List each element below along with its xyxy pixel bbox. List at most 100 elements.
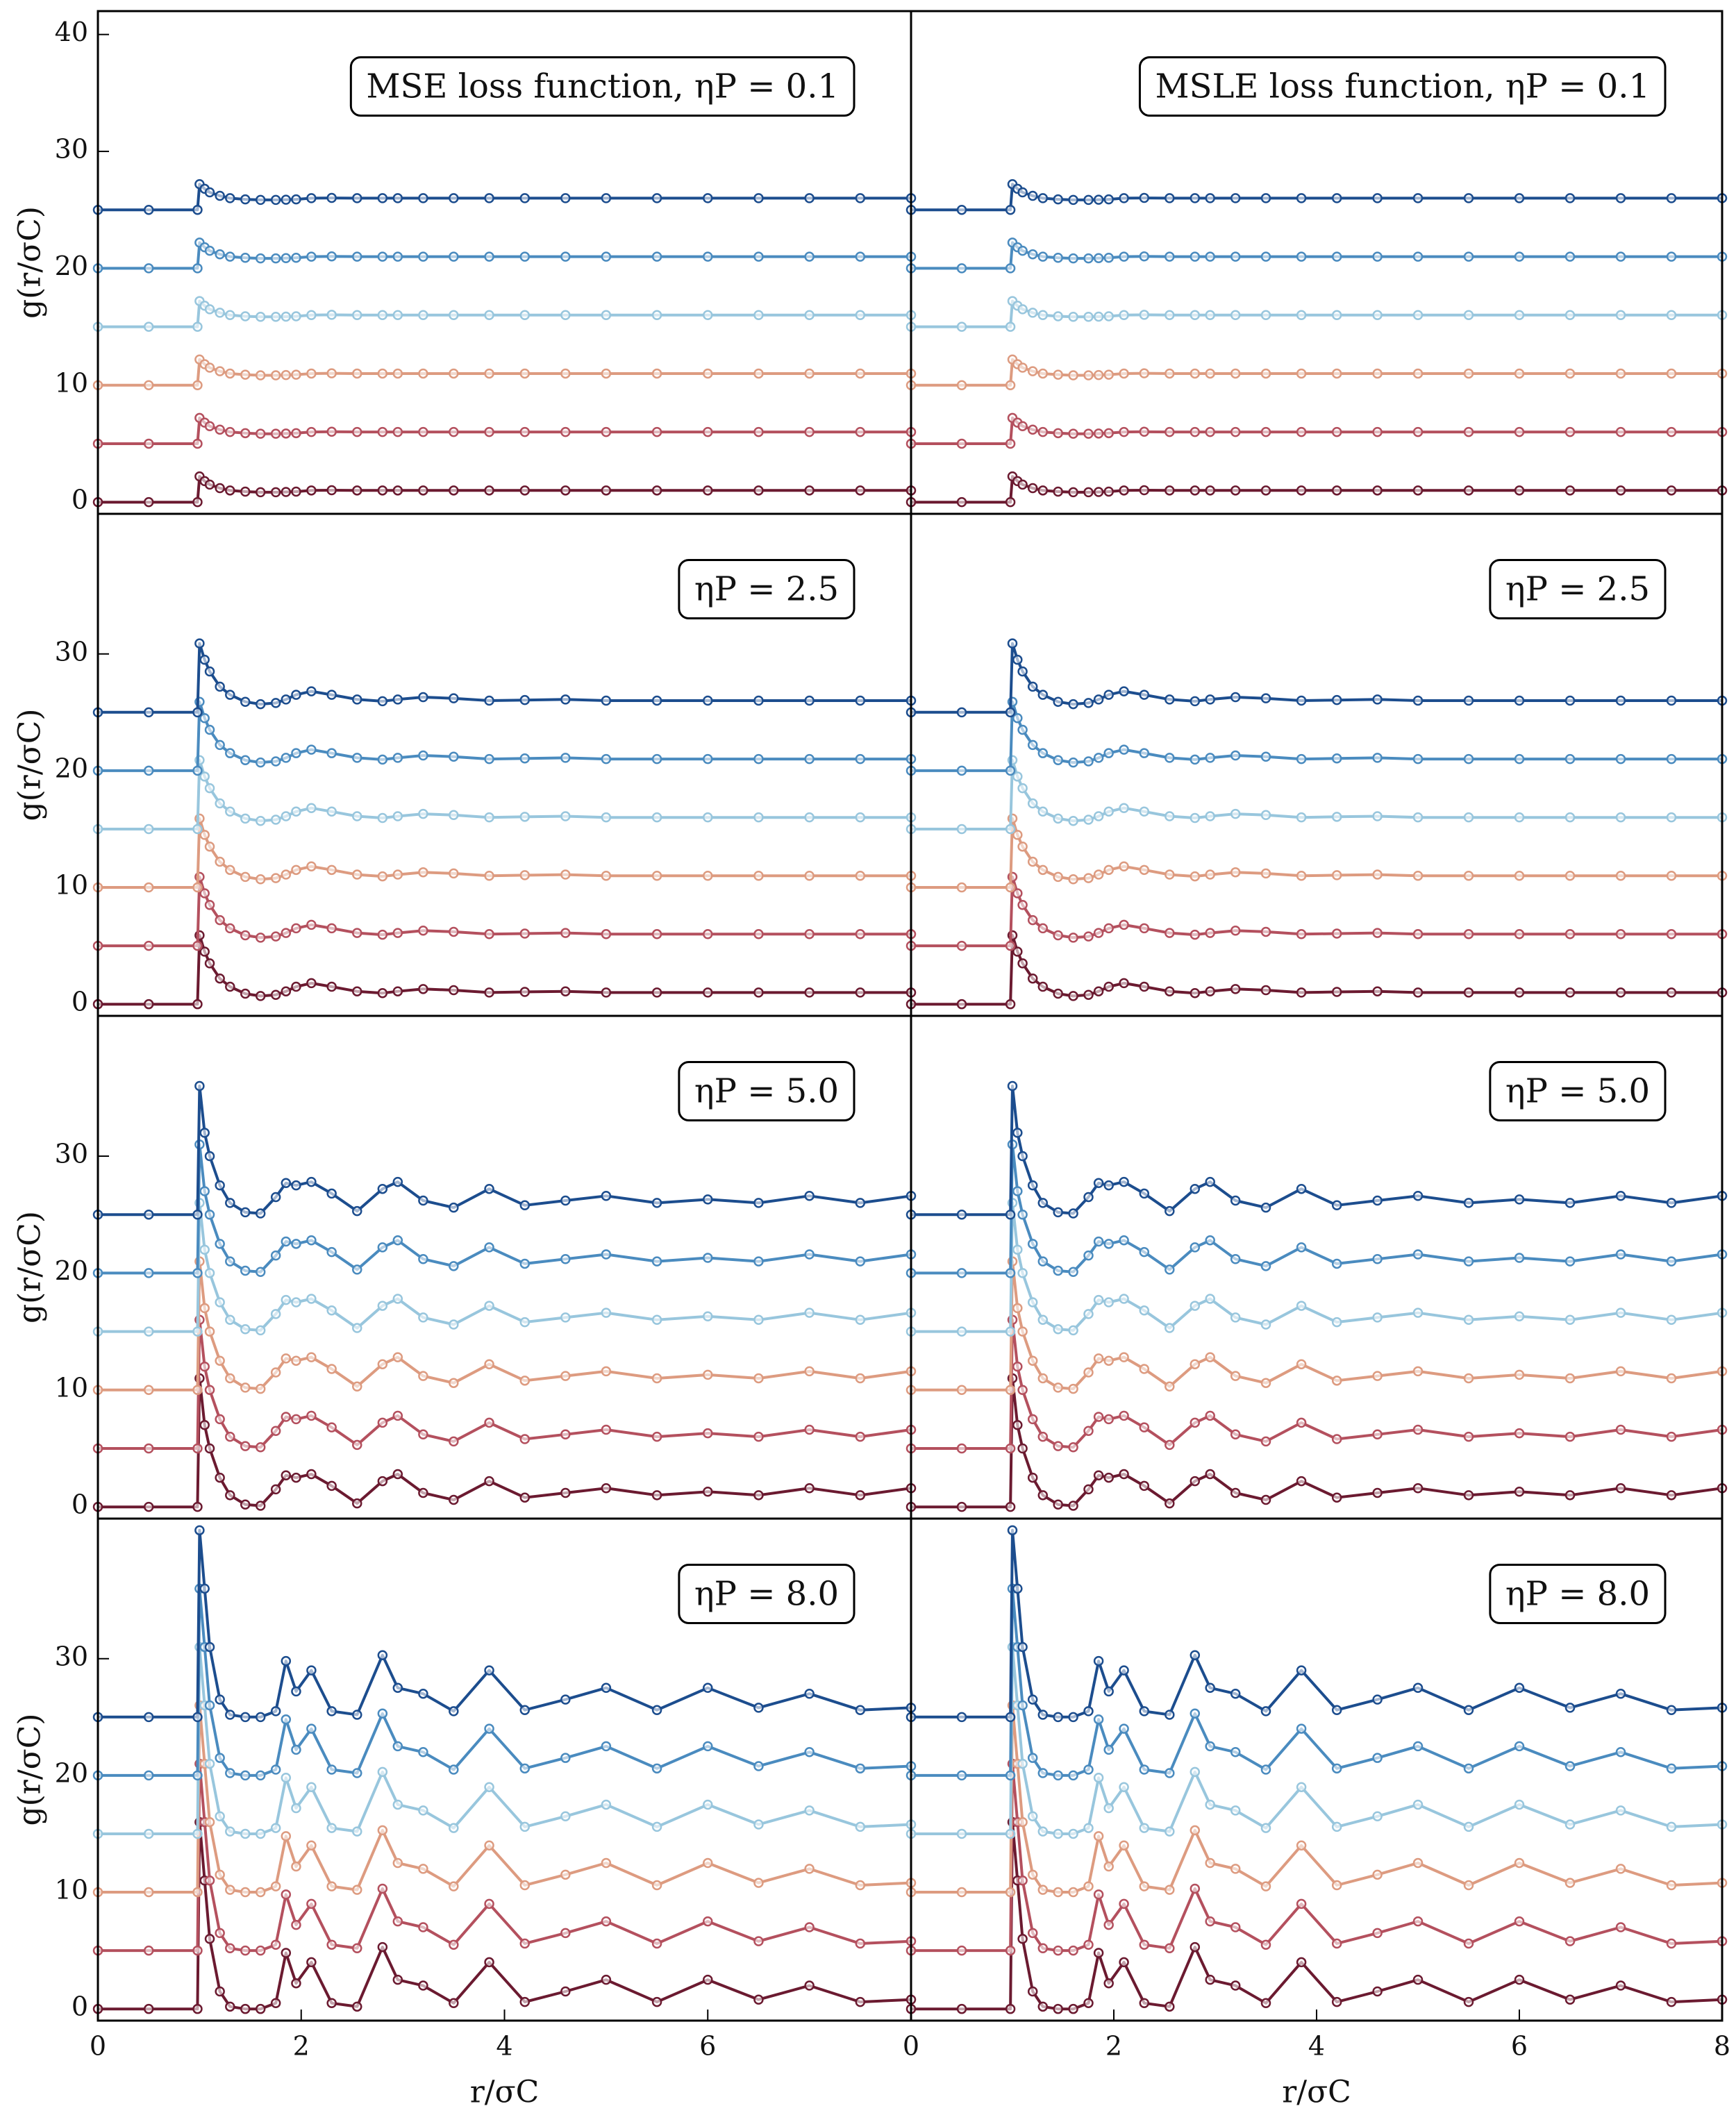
data-point (519, 1492, 531, 1503)
data-point (855, 368, 866, 379)
data-point (1205, 1799, 1215, 1810)
data-point (1053, 1887, 1063, 1898)
data-point (225, 690, 235, 700)
series-line (98, 1528, 912, 1719)
data-point (519, 368, 531, 379)
data-point (601, 310, 612, 321)
data-point (1412, 929, 1424, 939)
data-point (192, 1887, 203, 1898)
data-point (377, 485, 388, 496)
series-line (98, 1646, 912, 1835)
y-tick-label: 30 (55, 1641, 88, 1671)
panel-frame (910, 1517, 1724, 2022)
data-point (1230, 867, 1241, 878)
data-point (1005, 380, 1016, 391)
data-point (1037, 251, 1049, 262)
data-point (1103, 486, 1114, 497)
data-point (1331, 1434, 1342, 1444)
data-point (1296, 1665, 1307, 1676)
data-point (326, 1305, 337, 1316)
data-point (1412, 193, 1424, 203)
data-point (1205, 1410, 1215, 1421)
data-point (143, 1887, 154, 1898)
data-point (291, 1919, 301, 1930)
data-point (1190, 368, 1201, 379)
data-point (1615, 1482, 1626, 1494)
data-point (392, 1974, 403, 1985)
data-point (418, 1688, 428, 1699)
data-point (377, 1825, 388, 1836)
data-point (601, 1974, 612, 1985)
data-point (601, 812, 612, 823)
data-point (192, 999, 203, 1010)
data-point (1068, 699, 1078, 710)
data-point (1068, 1945, 1078, 1956)
data-point (392, 1235, 403, 1246)
data-point (270, 756, 281, 767)
data-point (1103, 1297, 1114, 1308)
data-point (519, 1821, 531, 1832)
data-point (199, 1583, 210, 1594)
annotation: ηP = 5.0 (1505, 1072, 1650, 1111)
data-point (519, 485, 531, 496)
data-point (1260, 1998, 1271, 2009)
data-point (560, 1694, 571, 1705)
data-point (449, 751, 459, 762)
data-point (1260, 1378, 1271, 1388)
data-point (1372, 1869, 1383, 1880)
data-point (1190, 1941, 1201, 1953)
data-point (215, 308, 225, 318)
data-point (306, 1782, 317, 1792)
data-point (270, 370, 281, 381)
data-point (855, 987, 866, 998)
data-point (1230, 1980, 1241, 1991)
data-point (1372, 1195, 1383, 1206)
data-point (855, 485, 866, 496)
data-point (1666, 1880, 1677, 1891)
data-point (1205, 694, 1215, 705)
data-point (215, 914, 225, 926)
series-line (911, 700, 1722, 772)
data-point (1230, 808, 1241, 819)
y-tick-label: 20 (55, 1255, 88, 1286)
data-point (1615, 1805, 1626, 1816)
data-point (1615, 193, 1626, 203)
data-point (484, 1898, 494, 1910)
data-point (804, 1688, 815, 1699)
data-point (601, 1424, 612, 1435)
data-point (270, 253, 281, 264)
data-point (192, 1326, 203, 1337)
data-point (1463, 1431, 1474, 1442)
data-point (215, 1753, 225, 1763)
data-point (1053, 871, 1063, 883)
data-point (1190, 1766, 1201, 1778)
data-point (1103, 1472, 1114, 1483)
data-point (1027, 740, 1038, 751)
data-point (1372, 1253, 1383, 1264)
data-point (484, 1359, 494, 1369)
data-point (255, 1383, 266, 1394)
data-point (1005, 1501, 1016, 1512)
data-point (1053, 428, 1063, 439)
x-tick-label: 2 (1105, 2031, 1122, 2062)
data-point (1463, 1198, 1474, 1208)
data-point (1615, 1747, 1626, 1757)
data-point (1037, 1373, 1049, 1384)
data-point (449, 1706, 459, 1716)
data-point (1093, 1714, 1104, 1725)
panel: ηP = 5.0 (905, 1014, 1728, 1520)
data-point (306, 1840, 317, 1851)
data-point (199, 830, 210, 840)
data-point (1083, 1367, 1094, 1378)
data-point (281, 1831, 292, 1841)
data-point (1615, 1308, 1626, 1318)
data-point (255, 2003, 266, 2014)
data-point (1012, 1128, 1023, 1138)
data-point (377, 310, 388, 321)
y-tick-label: 0 (72, 1991, 88, 2022)
data-point (352, 426, 362, 437)
data-point (1119, 1294, 1129, 1304)
data-point (601, 485, 612, 496)
data-point (1514, 1916, 1525, 1927)
data-point (1190, 251, 1201, 262)
